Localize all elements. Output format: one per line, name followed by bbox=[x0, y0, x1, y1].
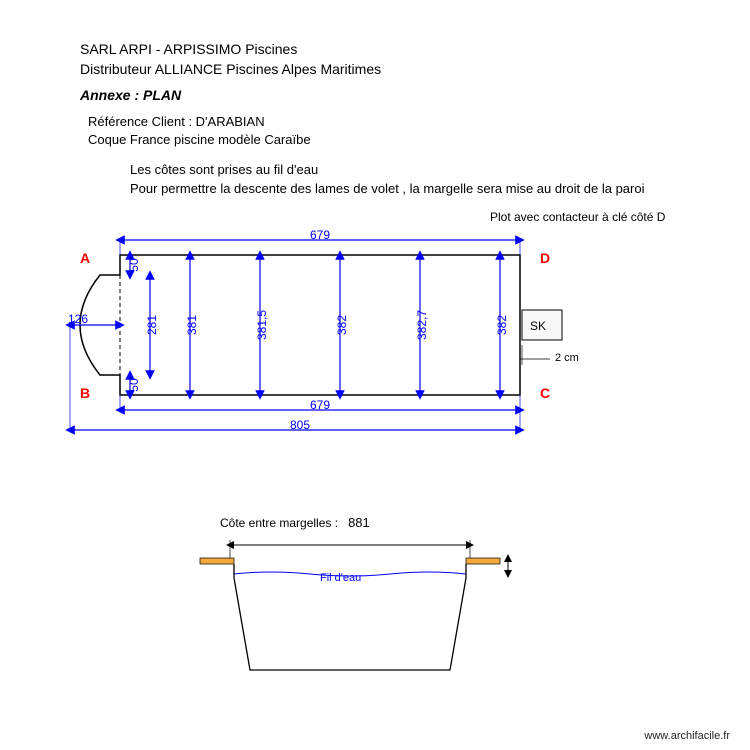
plan-view-diagram: A B D C Plot avec contacteur à clé côté … bbox=[110, 240, 670, 470]
dim-inset-bottom: 50 bbox=[127, 375, 141, 395]
dim-top-width: 679 bbox=[290, 228, 350, 242]
dim-h4: 382 bbox=[335, 305, 349, 345]
dim-bottom-width: 679 bbox=[290, 398, 350, 412]
client-reference: Référence Client : D'ARABIAN bbox=[88, 113, 710, 131]
dim-h1: 281 bbox=[145, 305, 159, 345]
company-line-2: Distributeur ALLIANCE Piscines Alpes Mar… bbox=[80, 60, 710, 80]
annexe-title: Annexe : PLAN bbox=[80, 87, 710, 103]
sk-gap: 2 cm bbox=[555, 352, 579, 364]
dim-h5: 382,7 bbox=[415, 305, 429, 345]
waterline-label: Fil d'eau bbox=[320, 572, 361, 584]
sk-label: SK bbox=[530, 319, 546, 333]
company-line-1: SARL ARPI - ARPISSIMO Piscines bbox=[80, 40, 710, 60]
note-1: Les côtes sont prises au fil d'eau bbox=[130, 160, 710, 180]
dim-arc-width: 126 bbox=[58, 312, 98, 326]
pool-model: Coque France piscine modèle Caraïbe bbox=[88, 131, 710, 149]
dim-overall-width: 805 bbox=[270, 418, 330, 432]
dim-h2: 381 bbox=[185, 305, 199, 345]
note-2: Pour permettre la descente des lames de … bbox=[130, 179, 710, 199]
footer-url: www.archifacile.fr bbox=[644, 730, 730, 742]
dim-h6: 382 bbox=[495, 305, 509, 345]
cross-section-svg bbox=[190, 520, 570, 690]
dim-inset-top: 50 bbox=[127, 255, 141, 275]
dim-h3: 381,5 bbox=[255, 305, 269, 345]
cross-section-diagram: Côte entre margelles : 881 Fil d'eau bbox=[190, 520, 570, 690]
